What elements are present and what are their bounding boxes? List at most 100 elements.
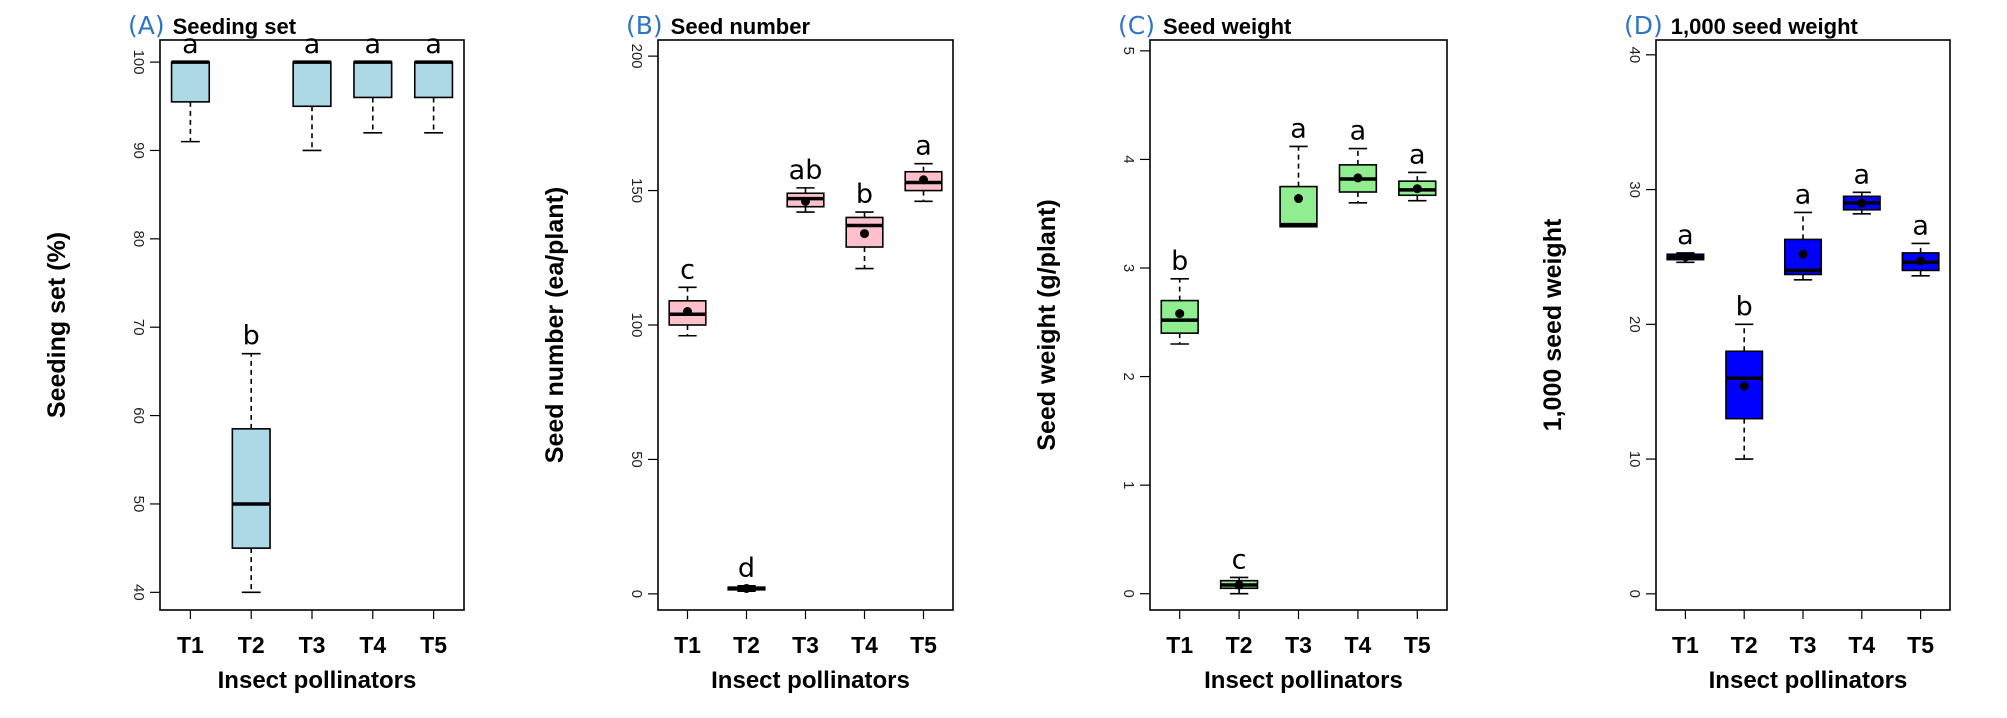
x-tick-label: T1	[177, 632, 204, 658]
significance-letter: c	[680, 254, 695, 285]
significance-letter: a	[1290, 113, 1307, 144]
mean-point	[1412, 184, 1422, 194]
box-t5: a	[1901, 210, 1940, 277]
panel-title-text: Seed number	[671, 14, 811, 39]
x-tick-label: T1	[1672, 632, 1699, 658]
y-axis-label: Seeding set (%)	[43, 232, 71, 418]
box-t3: a	[292, 29, 332, 152]
mean-point	[1680, 252, 1690, 262]
x-tick-label: T1	[1166, 632, 1193, 658]
panel-d: (D) 1,000 seed weight 0 10 20 30 40 1,000 seed …	[1539, 11, 1951, 694]
box-t3: a	[1279, 113, 1318, 228]
x-tick-label: T5	[910, 632, 937, 658]
x-axis-label: Insect pollinators	[218, 667, 417, 694]
box-iqr	[231, 428, 271, 549]
y-tick-label: 5	[1120, 47, 1137, 55]
y-tick-label: 30	[1626, 181, 1643, 198]
y-tick-label: 60	[130, 407, 147, 424]
significance-letter: a	[1677, 220, 1694, 251]
box-t2: b	[231, 321, 271, 594]
y-axis-label: Seed number (ea/plant)	[541, 187, 569, 463]
significance-letter: a	[1795, 179, 1812, 210]
significance-letter: a	[304, 29, 321, 60]
plot-frame	[1655, 39, 1951, 611]
panel-c: (C) Seed weight 0 1 2 3 4 5 Seed weight (g/plant…	[1033, 11, 1448, 694]
box-t5: a	[904, 131, 943, 203]
box-t5: a	[1398, 139, 1437, 202]
box-iqr	[413, 61, 454, 99]
y-tick-label: 40	[130, 584, 147, 601]
box-t4: a	[1842, 159, 1881, 215]
x-axis-label: Insect pollinators	[711, 667, 910, 694]
box-t5: a	[413, 29, 454, 134]
y-axis-label: Seed weight (g/plant)	[1033, 199, 1061, 450]
y-tick-label: 50	[130, 496, 147, 513]
box-iqr	[292, 61, 332, 108]
mean-point	[1798, 249, 1808, 259]
significance-letter: a	[1409, 139, 1426, 170]
x-tick-label: T5	[1404, 632, 1431, 658]
panel-letter: (D)	[1624, 11, 1663, 40]
panel-title: (C) Seed weight	[1118, 11, 1292, 40]
panel-b: (B) Seed number 0 50 100 150 200 Seed number (e…	[541, 11, 954, 694]
y-tick-label: 0	[1626, 590, 1643, 598]
y-axis-label: 1,000 seed weight	[1539, 218, 1567, 431]
box-t4: a	[353, 29, 393, 134]
x-tick-label: T2	[1226, 632, 1253, 658]
y-tick-label: 20	[1626, 316, 1643, 333]
y-tick-label: 200	[628, 44, 645, 69]
y-tick-label: 3	[1120, 264, 1137, 272]
box-t1: a	[1666, 220, 1705, 264]
mean-point	[801, 196, 810, 206]
x-tick-label: T4	[851, 632, 878, 658]
significance-letter: a	[365, 29, 382, 60]
y-tick-label: 70	[130, 319, 147, 336]
significance-letter: a	[1912, 210, 1929, 241]
mean-point	[1739, 381, 1749, 391]
panel-title-text: 1,000 seed weight	[1671, 14, 1859, 39]
x-tick-label: T2	[733, 632, 760, 658]
box-t2: b	[1725, 291, 1764, 460]
y-tick-label: 10	[1626, 451, 1643, 468]
x-tick-label: T3	[1285, 632, 1312, 658]
y-tick-label: 90	[130, 142, 147, 159]
panel-title-text: Seeding set	[173, 14, 297, 39]
significance-letter: c	[1232, 544, 1247, 575]
mean-point	[1857, 198, 1867, 208]
x-tick-label: T3	[792, 632, 819, 658]
mean-point	[860, 229, 869, 239]
significance-letter: b	[243, 321, 260, 352]
panel-a: (A) Seeding set 40 50 60 70 80 90 100 Seeding set…	[43, 11, 465, 694]
mean-point	[683, 307, 692, 317]
y-tick-label: 0	[1120, 590, 1137, 598]
y-tick-label: 2	[1120, 372, 1137, 380]
box-t4: b	[845, 179, 884, 270]
significance-letter: a	[915, 131, 932, 162]
mean-point	[742, 583, 751, 593]
x-tick-label: T5	[420, 632, 447, 658]
x-tick-label: T2	[238, 632, 265, 658]
x-tick-label: T4	[359, 632, 386, 658]
y-tick-label: 1	[1120, 481, 1137, 489]
box-t1: b	[1160, 246, 1199, 345]
x-tick-label: T3	[1790, 632, 1817, 658]
significance-letter: b	[1171, 246, 1188, 277]
panel-letter: (C)	[1118, 11, 1155, 40]
y-tick-label: 80	[130, 230, 147, 247]
panel-title-text: Seed weight	[1163, 14, 1292, 39]
y-tick-label: 40	[1626, 46, 1643, 63]
panel-letter: (B)	[626, 11, 663, 40]
mean-point	[1175, 309, 1185, 319]
y-tick-label: 50	[628, 451, 645, 468]
box-iqr	[1279, 185, 1318, 228]
significance-letter: b	[856, 179, 873, 210]
x-tick-label: T5	[1907, 632, 1934, 658]
y-tick-label: 150	[628, 178, 645, 203]
x-tick-label: T4	[1848, 632, 1875, 658]
significance-letter: a	[182, 29, 199, 60]
x-tick-label: T1	[674, 632, 701, 658]
significance-letter: a	[1854, 159, 1871, 190]
box-t2: d	[727, 553, 766, 593]
box-iqr	[170, 61, 211, 103]
y-tick-label: 0	[628, 590, 645, 598]
